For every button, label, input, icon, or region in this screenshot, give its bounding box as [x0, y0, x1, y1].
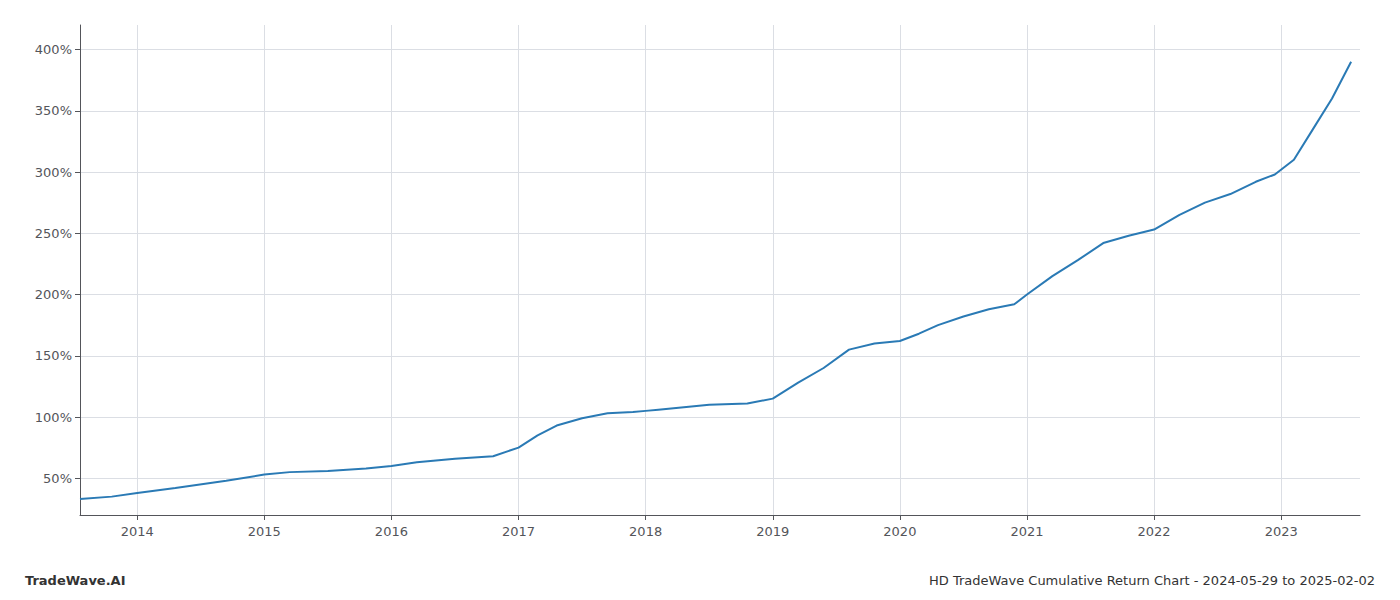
svg-text:2022: 2022 [1138, 524, 1171, 539]
svg-text:2015: 2015 [248, 524, 281, 539]
svg-text:300%: 300% [35, 165, 72, 180]
svg-text:TradeWave.AI: TradeWave.AI [25, 573, 126, 588]
svg-text:2018: 2018 [629, 524, 662, 539]
svg-text:150%: 150% [35, 348, 72, 363]
svg-text:HD TradeWave Cumulative Return: HD TradeWave Cumulative Return Chart - 2… [929, 573, 1375, 588]
svg-text:2017: 2017 [502, 524, 535, 539]
svg-text:2014: 2014 [121, 524, 154, 539]
svg-text:2019: 2019 [756, 524, 789, 539]
svg-text:250%: 250% [35, 226, 72, 241]
svg-text:2021: 2021 [1010, 524, 1043, 539]
svg-text:2020: 2020 [883, 524, 916, 539]
svg-text:200%: 200% [35, 287, 72, 302]
svg-text:2016: 2016 [375, 524, 408, 539]
svg-text:2023: 2023 [1265, 524, 1298, 539]
svg-text:50%: 50% [43, 471, 72, 486]
svg-text:100%: 100% [35, 410, 72, 425]
svg-text:350%: 350% [35, 103, 72, 118]
svg-text:400%: 400% [35, 42, 72, 57]
